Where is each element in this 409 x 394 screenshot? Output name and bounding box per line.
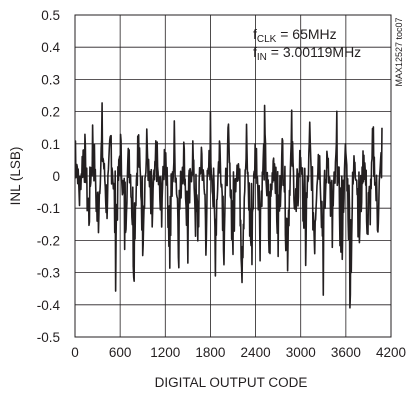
y-tick-label: 0.2 bbox=[41, 105, 60, 120]
x-tick-label: 600 bbox=[109, 345, 132, 360]
tick-labels: 0 600 1200 1800 2400 3000 3600 4200 -0.5 -0.4 -0.3… bbox=[37, 8, 406, 360]
y-tick-label: -0.1 bbox=[37, 201, 60, 216]
x-tick-label: 2400 bbox=[241, 345, 271, 360]
y-tick-label: -0.3 bbox=[37, 266, 60, 281]
fclk-annotation: fCLK = 65MHz bbox=[253, 26, 337, 45]
x-axis-title: DIGITAL OUTPUT CODE bbox=[155, 375, 308, 390]
y-tick-label: 0.3 bbox=[41, 72, 60, 87]
x-tick-label: 1800 bbox=[195, 345, 225, 360]
fin-annotation: fIN = 3.00119MHz bbox=[253, 44, 361, 63]
plot-frame bbox=[74, 14, 392, 338]
x-tick-label: 3600 bbox=[331, 345, 361, 360]
y-tick-label: -0.2 bbox=[37, 233, 60, 248]
y-tick-label: 0.5 bbox=[41, 8, 60, 23]
y-tick-label: 0 bbox=[52, 169, 60, 184]
y-tick-label: -0.5 bbox=[37, 330, 60, 345]
y-tick-label: 0.1 bbox=[41, 137, 60, 152]
x-tick-label: 0 bbox=[71, 345, 79, 360]
y-tick-label: 0.4 bbox=[41, 40, 60, 55]
y-tick-label: -0.4 bbox=[37, 298, 61, 313]
figure-id: MAX12527 toc07 bbox=[394, 17, 404, 86]
x-tick-label: 3000 bbox=[286, 345, 316, 360]
x-tick-label: 4200 bbox=[376, 345, 406, 360]
x-tick-label: 1200 bbox=[150, 345, 180, 360]
y-axis-title: INL (LSB) bbox=[8, 147, 23, 206]
inl-series-line bbox=[74, 102, 383, 309]
